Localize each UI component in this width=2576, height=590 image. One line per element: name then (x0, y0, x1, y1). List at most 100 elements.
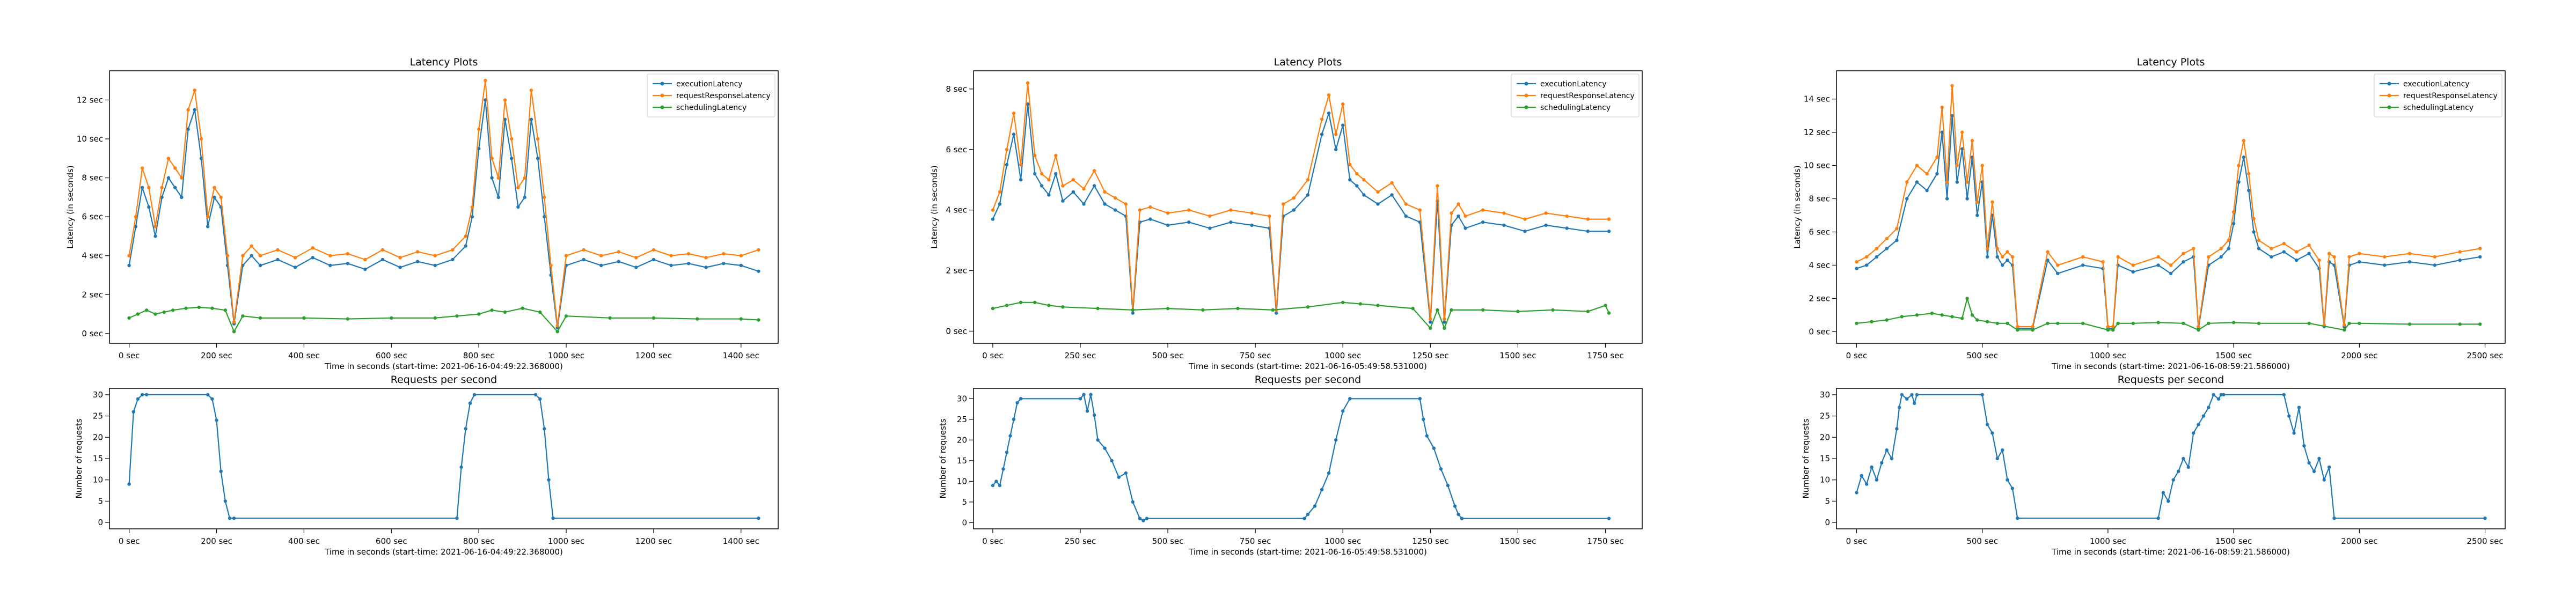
legend: executionLatency requestResponseLatency sc… (1511, 73, 1640, 117)
data-point (1935, 155, 1939, 159)
series-requests-per-second (127, 393, 760, 520)
data-point (1390, 181, 1394, 185)
data-point (173, 166, 177, 170)
data-point (538, 310, 542, 314)
data-point (1071, 178, 1075, 182)
y-tick-label: 20 (1820, 432, 1830, 442)
data-point (1306, 193, 1310, 197)
data-point (2197, 328, 2200, 332)
x-tick-label: 500 sec (1152, 351, 1184, 360)
data-point (302, 316, 306, 320)
data-point (1271, 308, 1275, 312)
data-point (2081, 263, 2085, 267)
data-point (2295, 250, 2299, 254)
legend-swatch-marker (2387, 105, 2391, 109)
data-point (1955, 180, 1959, 184)
data-point (496, 176, 500, 180)
data-point (1960, 130, 1964, 134)
data-point (1089, 393, 1093, 396)
data-point (1995, 247, 1999, 250)
data-point (1061, 184, 1065, 188)
legend-entry: executionLatency (1540, 80, 1607, 88)
x-tick-label: 1400 sec (723, 536, 759, 546)
data-point (1980, 164, 1984, 167)
data-point (2197, 423, 2200, 426)
data-point (1523, 217, 1527, 221)
data-point (1940, 313, 1944, 317)
data-point (1950, 114, 1954, 117)
data-point (2270, 255, 2273, 259)
x-axis-label: Time in seconds (start-time: 2021-06-16-… (324, 362, 563, 371)
data-point (1348, 163, 1352, 167)
data-point (1516, 309, 1520, 313)
data-point (2242, 138, 2245, 143)
data-point (2478, 255, 2482, 259)
data-point (180, 195, 184, 200)
data-point (1915, 180, 1919, 184)
data-point (1166, 223, 1170, 227)
data-point (206, 393, 210, 397)
data-point (1131, 311, 1135, 315)
data-point (1945, 197, 1949, 201)
data-point (1110, 459, 1114, 463)
data-point (2407, 322, 2412, 326)
x-tick-label: 1200 sec (635, 351, 672, 360)
data-point (213, 195, 216, 200)
x-axis-label: Time in seconds (start-time: 2021-06-16-… (2051, 547, 2290, 557)
data-point (994, 480, 998, 483)
data-point (582, 248, 586, 252)
data-point (2207, 405, 2211, 409)
data-point (1313, 504, 1317, 508)
data-point (219, 195, 223, 200)
x-tick-label: 1750 sec (1587, 536, 1623, 546)
data-point (2247, 172, 2251, 176)
data-point (2252, 217, 2256, 220)
data-point (704, 266, 708, 269)
chart-panel-6: 0 sec 500 sec 1000 sec 1500 sec 2000 sec 2500… (1801, 374, 2506, 557)
data-point (1985, 255, 1989, 259)
data-point (543, 215, 546, 219)
legend-box (2374, 73, 2502, 117)
series-line (1856, 394, 2485, 519)
chart-title: Requests per second (2118, 374, 2224, 386)
data-point (2231, 210, 2236, 214)
data-point (2186, 465, 2190, 469)
data-point (2332, 255, 2336, 259)
data-point (464, 427, 467, 431)
data-point (1429, 326, 1432, 330)
data-point (1900, 393, 1904, 397)
series-requestResponseLatency (1855, 84, 2482, 329)
data-point (2231, 222, 2236, 226)
data-point (757, 318, 760, 322)
x-tick-label: 1000 sec (1324, 351, 1361, 360)
data-point (1890, 456, 1894, 461)
data-point (2212, 393, 2215, 397)
data-point (2302, 444, 2306, 448)
data-point (652, 248, 656, 252)
data-point (1138, 208, 1142, 212)
data-point (1905, 197, 1909, 201)
y-tick-label: 0 (98, 518, 103, 527)
data-point (1586, 309, 1590, 313)
data-point (232, 330, 236, 334)
data-point (1429, 317, 1432, 321)
data-point (2307, 461, 2311, 465)
data-point (225, 254, 230, 257)
data-point (2192, 247, 2196, 250)
data-point (2257, 247, 2261, 250)
data-point (380, 257, 385, 262)
data-point (219, 469, 223, 473)
x-tick-label: 200 sec (201, 351, 232, 360)
data-point (1502, 223, 1506, 227)
data-point (1965, 180, 1969, 184)
data-point (477, 146, 481, 151)
y-tick-label: 8 sec (1809, 194, 1830, 204)
y-tick-label: 30 (93, 390, 103, 400)
y-tick-label: 12 sec (1804, 128, 1830, 137)
data-point (516, 186, 520, 189)
data-point (1033, 300, 1037, 304)
data-point (2001, 255, 2004, 259)
data-point (617, 250, 621, 254)
data-point (484, 98, 487, 102)
data-point (206, 225, 210, 228)
